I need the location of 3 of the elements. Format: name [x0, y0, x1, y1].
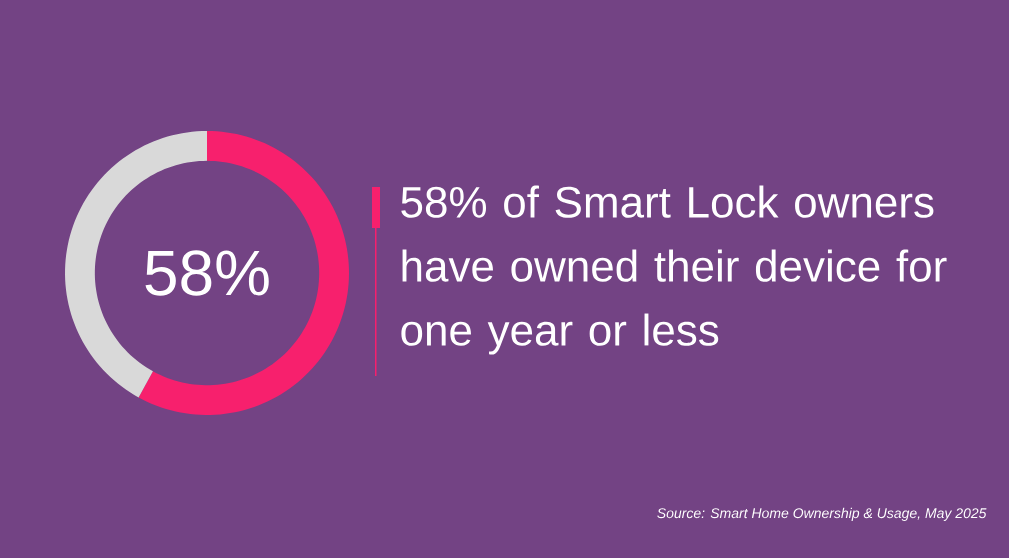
source-note: Source: Smart Home Ownership & Usage, May 2025: [657, 507, 987, 521]
data-label: 58%: [145, 250, 269, 296]
text: 58% of Smart Lock owners have owned their device for one year or less: [401, 185, 947, 355]
